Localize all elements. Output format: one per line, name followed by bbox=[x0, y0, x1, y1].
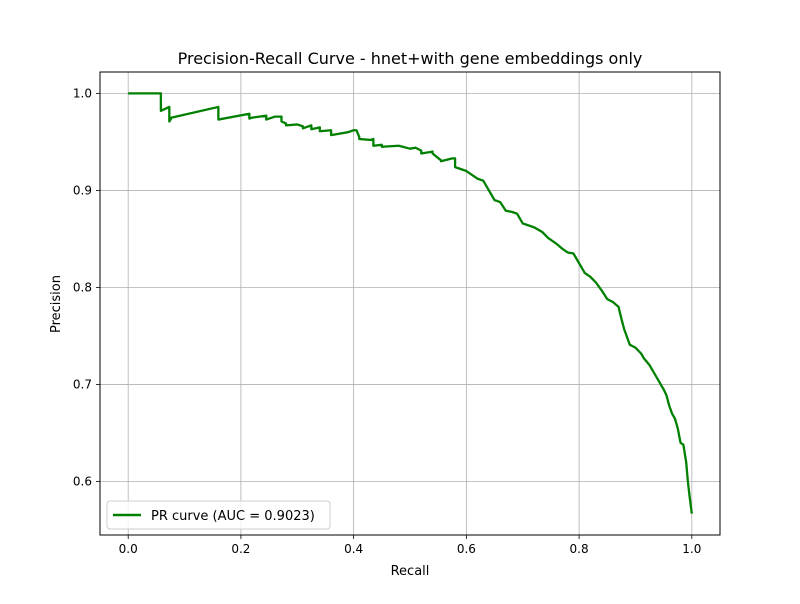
y-tick-label: 0.7 bbox=[73, 378, 92, 392]
legend-box bbox=[106, 500, 331, 530]
grid bbox=[100, 72, 720, 535]
series-layer bbox=[128, 92, 693, 514]
y-tick-label: 0.8 bbox=[73, 280, 92, 294]
x-tick-label: 1.0 bbox=[682, 542, 701, 556]
legend-label: PR curve (AUC = 0.9023) bbox=[151, 509, 315, 524]
chart-title: Precision-Recall Curve - hnet+with gene … bbox=[178, 49, 643, 68]
y-tick-label: 0.9 bbox=[73, 183, 92, 197]
axes-frame bbox=[99, 71, 721, 536]
x-tick-label: 0.2 bbox=[231, 542, 250, 556]
pr-curve-line bbox=[128, 92, 693, 514]
x-tick-label: 0.0 bbox=[119, 542, 138, 556]
y-axis-label: Precision bbox=[49, 275, 64, 333]
x-tick-label: 0.8 bbox=[570, 542, 589, 556]
y-tick-label: 0.6 bbox=[73, 475, 92, 489]
legend: PR curve (AUC = 0.9023) bbox=[106, 500, 331, 530]
x-tick-label: 0.4 bbox=[344, 542, 363, 556]
x-tick-label: 0.6 bbox=[457, 542, 476, 556]
y-tick-label: 1.0 bbox=[73, 86, 92, 100]
ticks: 0.0 0.2 0.4 0.6 0.8 1.0 0.6 0.7 0.8 0.9 1.0 bbox=[73, 86, 701, 556]
x-axis-label: Recall bbox=[391, 564, 430, 579]
